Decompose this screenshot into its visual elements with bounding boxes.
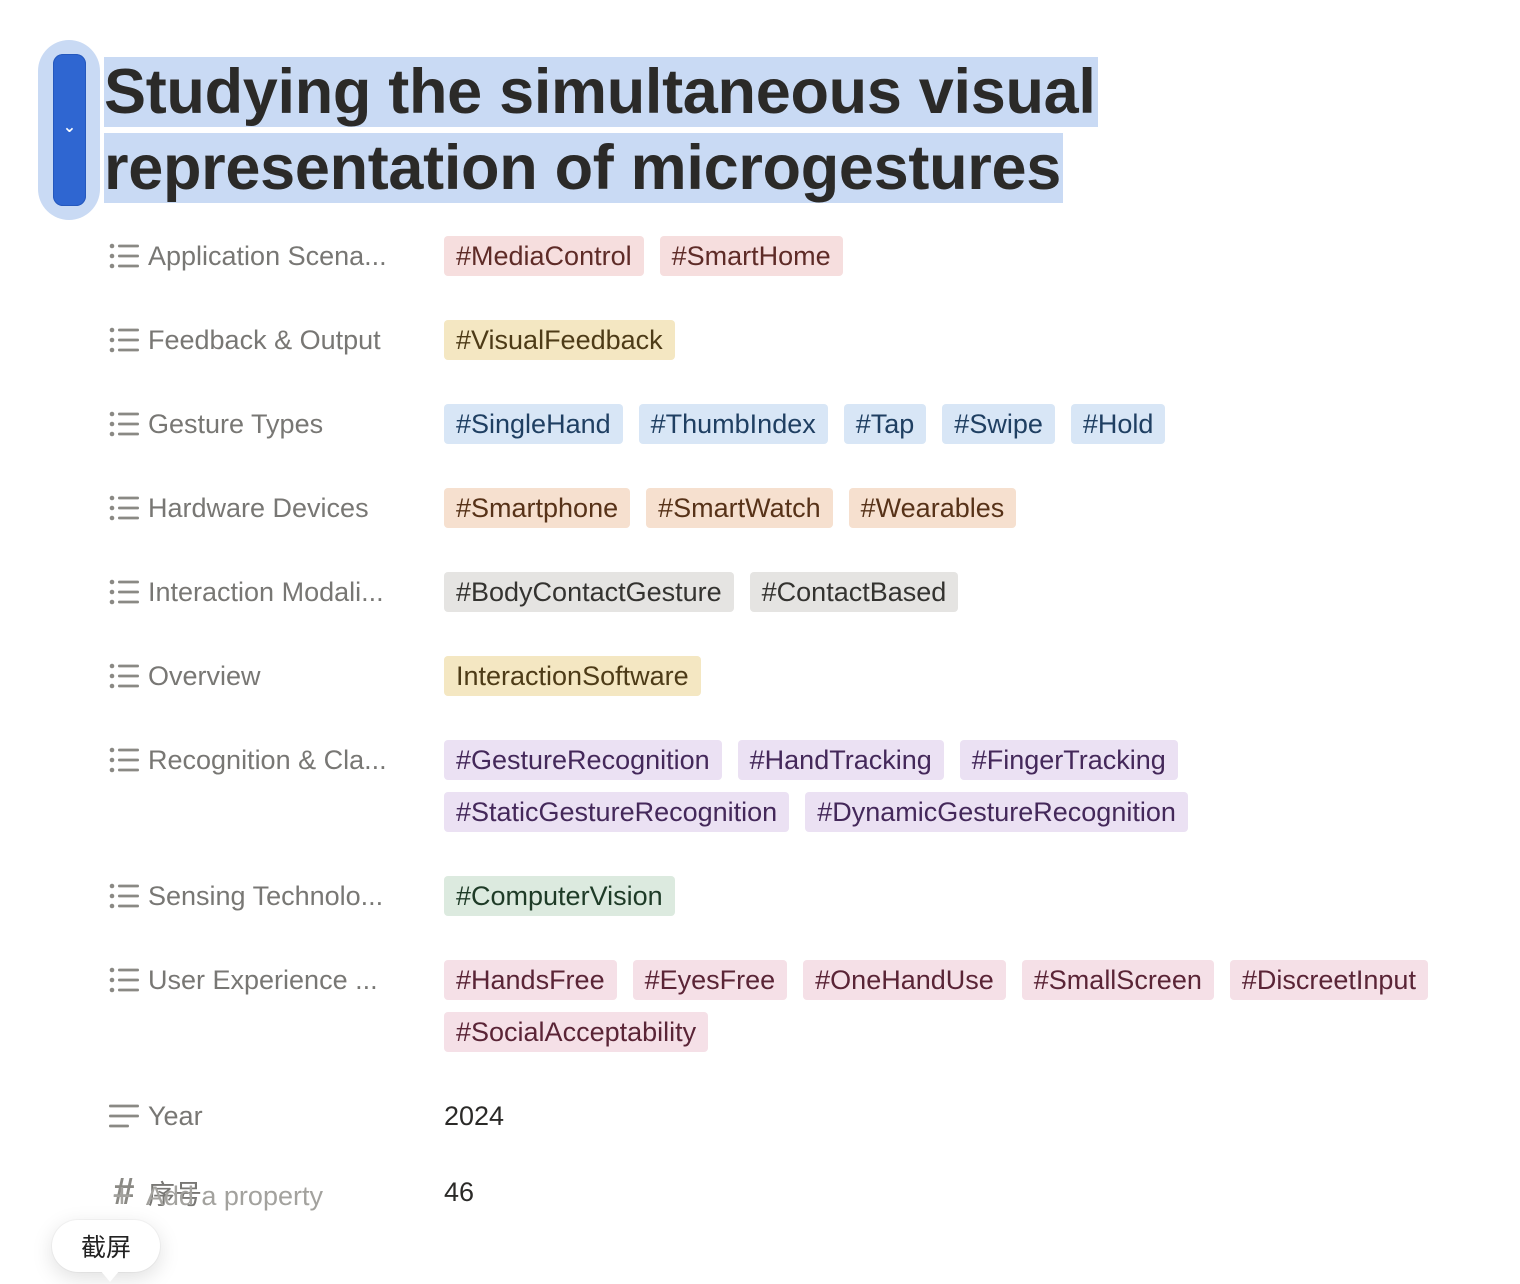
list-icon xyxy=(108,881,140,911)
list-icon xyxy=(108,745,140,775)
property-name[interactable]: Interaction Modali... xyxy=(108,568,444,616)
property-row: User Experience ... #HandsFree #EyesFree #O… xyxy=(108,956,1508,1064)
property-value[interactable]: #HandsFree #EyesFree #OneHandUse #SmallScre… xyxy=(444,956,1508,1064)
property-name-label: Recognition & Cla... xyxy=(148,744,387,775)
property-name-label: Overview xyxy=(148,660,261,691)
property-name[interactable]: Gesture Types xyxy=(108,400,444,448)
tag-chip[interactable]: #GestureRecognition xyxy=(444,740,722,780)
property-name[interactable]: # 序号 xyxy=(108,1168,444,1216)
property-row: Interaction Modali... #BodyContactGesture… xyxy=(108,568,1508,624)
tag-chip[interactable]: #SocialAcceptability xyxy=(444,1012,709,1052)
property-row: Recognition & Cla... #GestureRecognition #… xyxy=(108,736,1508,844)
add-property-button[interactable]: + Add a property xyxy=(112,1176,323,1216)
property-row: Year 2024 xyxy=(108,1092,1508,1140)
tag-chip[interactable]: #Wearables xyxy=(848,488,1017,528)
property-name[interactable]: Overview xyxy=(108,652,444,700)
chevron-down-icon: ⌄ xyxy=(62,119,77,136)
page-title-line-1: Studying the simultaneous visual xyxy=(104,57,1098,127)
tag-chip[interactable]: #ComputerVision xyxy=(444,876,675,916)
add-property-label: Add a property xyxy=(145,1180,323,1211)
list-icon xyxy=(108,493,140,523)
property-name[interactable]: Application Scena... xyxy=(108,232,444,280)
tag-chip[interactable]: InteractionSoftware xyxy=(444,656,701,696)
page-title-line-2: representation of microgestures xyxy=(104,133,1063,203)
list-icon xyxy=(108,965,140,995)
property-name-label: Application Scena... xyxy=(148,240,387,271)
property-name[interactable]: Recognition & Cla... xyxy=(108,736,444,784)
tag-chip[interactable]: #OneHandUse xyxy=(803,960,1006,1000)
list-icon xyxy=(108,241,140,271)
plus-icon: + xyxy=(112,1177,132,1215)
property-name-label: Feedback & Output xyxy=(148,324,381,355)
page-title[interactable]: Studying the simultaneous visual represe… xyxy=(104,54,1520,206)
property-name-label: Interaction Modali... xyxy=(148,576,384,607)
property-name-label: Year xyxy=(148,1100,203,1131)
properties-panel: Application Scena... #MediaControl #SmartH… xyxy=(108,232,1508,1244)
property-row: # 序号 46 xyxy=(108,1168,1508,1216)
tag-chip[interactable]: #HandTracking xyxy=(737,740,944,780)
property-name-label: Sensing Technolo... xyxy=(148,880,384,911)
property-row: Application Scena... #MediaControl #SmartH… xyxy=(108,232,1508,288)
property-value[interactable]: 46 xyxy=(444,1168,1508,1212)
property-name-label: Gesture Types xyxy=(148,408,324,439)
tooltip-label: 截屏 xyxy=(80,1233,131,1262)
property-text-value: 46 xyxy=(444,1177,475,1207)
list-icon xyxy=(108,661,140,691)
property-row: Hardware Devices #Smartphone #SmartWatch #W… xyxy=(108,484,1508,540)
tag-chip[interactable]: #EyesFree xyxy=(632,960,788,1000)
number-icon: # xyxy=(113,1170,135,1213)
property-value[interactable]: #GestureRecognition #HandTracking #FingerT… xyxy=(444,736,1508,844)
tag-chip[interactable]: #SmartHome xyxy=(659,236,843,276)
tag-chip[interactable]: #BodyContactGesture xyxy=(444,572,734,612)
property-name-label: Hardware Devices xyxy=(148,492,369,523)
tag-chip[interactable]: #Smartphone xyxy=(444,488,631,528)
property-value[interactable]: #BodyContactGesture #ContactBased xyxy=(444,568,1508,624)
property-value[interactable]: #SingleHand #ThumbIndex #Tap #Swipe #Hold xyxy=(444,400,1508,456)
block-drag-handle[interactable]: ⌄ xyxy=(53,54,86,206)
property-name[interactable]: User Experience ... xyxy=(108,956,444,1004)
property-name[interactable]: Feedback & Output xyxy=(108,316,444,364)
tag-chip[interactable]: #VisualFeedback xyxy=(444,320,675,360)
tag-chip[interactable]: #Tap xyxy=(843,404,927,444)
tag-chip[interactable]: #ThumbIndex xyxy=(638,404,828,444)
property-value[interactable]: #VisualFeedback xyxy=(444,316,1508,372)
tag-chip[interactable]: #MediaControl xyxy=(444,236,644,276)
property-name[interactable]: Sensing Technolo... xyxy=(108,872,444,920)
tag-chip[interactable]: #DynamicGestureRecognition xyxy=(805,792,1188,832)
property-value[interactable]: #Smartphone #SmartWatch #Wearables xyxy=(444,484,1508,540)
tag-chip[interactable]: #Hold xyxy=(1070,404,1166,444)
tag-chip[interactable]: #Swipe xyxy=(942,404,1055,444)
property-name[interactable]: Hardware Devices xyxy=(108,484,444,532)
text-icon xyxy=(108,1101,140,1131)
property-row: Sensing Technolo... #ComputerVision xyxy=(108,872,1508,928)
tag-chip[interactable]: #StaticGestureRecognition xyxy=(444,792,790,832)
list-icon xyxy=(108,325,140,355)
property-row: Overview InteractionSoftware xyxy=(108,652,1508,708)
tag-chip[interactable]: #SmallScreen xyxy=(1021,960,1214,1000)
tag-chip[interactable]: #SmartWatch xyxy=(646,488,833,528)
property-value[interactable]: #MediaControl #SmartHome xyxy=(444,232,1508,288)
tag-chip[interactable]: #FingerTracking xyxy=(959,740,1178,780)
property-text-value: 2024 xyxy=(444,1101,505,1131)
property-row: Gesture Types #SingleHand #ThumbIndex #Tap #… xyxy=(108,400,1508,456)
screenshot-tooltip: 截屏 xyxy=(52,1220,160,1282)
property-name-label: 序号 xyxy=(148,1179,202,1210)
property-value[interactable]: InteractionSoftware xyxy=(444,652,1508,708)
tag-chip[interactable]: #ContactBased xyxy=(749,572,959,612)
tag-chip[interactable]: #SingleHand xyxy=(444,404,623,444)
property-value[interactable]: #ComputerVision xyxy=(444,872,1508,928)
list-icon xyxy=(108,409,140,439)
list-icon xyxy=(108,577,140,607)
property-name-label: User Experience ... xyxy=(148,964,378,995)
tag-chip[interactable]: #DiscreetInput xyxy=(1229,960,1428,1000)
tag-chip[interactable]: #HandsFree xyxy=(444,960,617,1000)
property-value[interactable]: 2024 xyxy=(444,1092,1508,1136)
property-row: Feedback & Output #VisualFeedback xyxy=(108,316,1508,372)
property-name[interactable]: Year xyxy=(108,1092,444,1140)
